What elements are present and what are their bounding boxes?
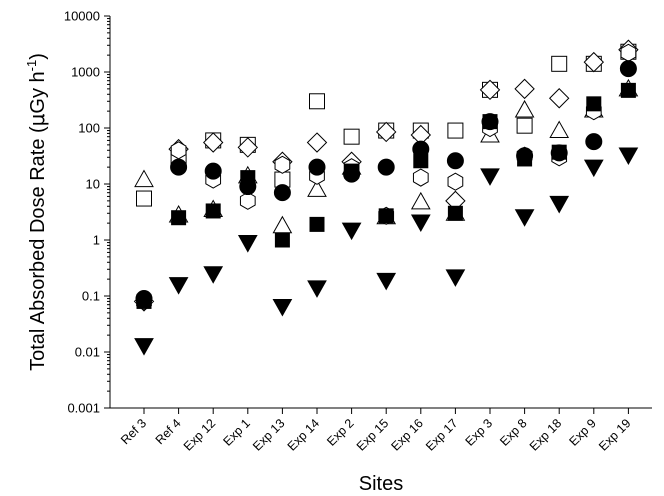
data-point-diamond-open: [375, 121, 397, 143]
y-tick-label: 0.1: [82, 289, 100, 304]
y-tick-label: 1: [93, 233, 100, 248]
data-point-triangle-down-filled: [583, 159, 604, 178]
y-tick-label: 0.01: [75, 345, 100, 360]
data-point-triangle-up-open: [307, 179, 327, 197]
x-tick-label: Ref 3: [118, 416, 149, 447]
data-point-triangle-down-filled: [376, 272, 397, 291]
x-tick-label: Exp 16: [388, 416, 425, 453]
data-point-square-open: [136, 190, 152, 207]
data-point-square-filled: [620, 82, 636, 98]
data-point-hexagon-open: [274, 155, 291, 174]
data-point-triangle-up-open: [410, 191, 431, 210]
data-point-triangle-down-filled: [480, 168, 500, 186]
data-point-diamond-open: [583, 51, 605, 73]
data-point-triangle-down-filled: [445, 269, 466, 287]
x-tick-label: Exp 3: [463, 416, 496, 449]
data-point-square-filled: [344, 163, 360, 179]
data-point-square-open: [516, 117, 533, 134]
data-point-circle-filled: [619, 60, 637, 78]
x-axis-title: Sites: [359, 473, 403, 495]
data-point-triangle-down-filled: [134, 338, 154, 356]
data-point-triangle-up-open: [272, 215, 293, 234]
data-point-square-filled: [413, 153, 429, 169]
data-point-square-filled: [309, 216, 325, 232]
data-point-square-filled: [447, 205, 463, 221]
x-tick-label: Exp 13: [250, 416, 287, 453]
x-tick-label: Exp 1: [220, 416, 253, 449]
x-tick-label: Exp 8: [497, 416, 530, 449]
data-point-square-filled: [171, 210, 187, 226]
data-point-triangle-up-open: [134, 169, 154, 188]
y-tick-label: 10: [86, 177, 100, 192]
data-point-circle-filled: [585, 133, 603, 151]
data-point-hexagon-open: [447, 172, 464, 191]
x-tick-label: Exp 19: [596, 416, 633, 453]
data-point-diamond-open: [202, 132, 224, 153]
data-point-triangle-up-open: [549, 120, 570, 139]
data-point-triangle-down-filled: [168, 277, 189, 295]
data-point-square-open: [309, 93, 325, 110]
y-axis-title-main: Total Absorbed Dose Rate (: [27, 126, 49, 371]
data-point-hexagon-open: [412, 168, 429, 187]
x-tick-label: Exp 15: [354, 416, 391, 453]
y-axis-title-close: ): [27, 53, 49, 60]
y-tick-label: 0.001: [67, 401, 100, 416]
data-point-diamond-open: [548, 88, 570, 109]
data-point-square-filled: [586, 96, 602, 112]
y-axis-title: Total Absorbed Dose Rate (μGy h-1): [24, 53, 49, 371]
x-tick-label: Ref 4: [153, 416, 184, 447]
data-point-square-filled: [274, 232, 290, 248]
data-point-square-open: [447, 122, 464, 139]
y-tick-label: 1000: [71, 65, 100, 80]
data-point-circle-filled: [273, 184, 291, 202]
data-point-triangle-up-open: [514, 99, 535, 118]
x-tick-label: Exp 14: [285, 416, 322, 453]
data-point-hexagon-open: [170, 141, 187, 160]
data-point-triangle-down-filled: [341, 222, 362, 241]
y-tick-label: 100: [78, 121, 100, 136]
data-point-square-filled: [205, 203, 221, 219]
data-point-triangle-down-filled: [549, 195, 570, 214]
y-axis-title-mu: μ: [25, 113, 49, 126]
data-point-square-filled: [378, 208, 394, 224]
data-points: [133, 39, 639, 356]
data-point-triangle-down-filled: [514, 209, 535, 227]
data-point-circle-filled: [446, 152, 464, 170]
y-axis-title-unit: Gy h: [27, 71, 49, 113]
data-point-diamond-open: [237, 137, 259, 158]
data-point-triangle-down-filled: [618, 147, 639, 165]
data-point-diamond-open: [306, 132, 328, 153]
y-tick-label: 10000: [64, 9, 100, 24]
data-point-square-open: [343, 128, 360, 145]
data-point-square-filled: [136, 293, 152, 309]
data-point-square-filled: [517, 151, 533, 167]
data-point-square-open: [551, 55, 568, 72]
y-axis-title-exponent: -1: [24, 60, 39, 72]
data-point-diamond-open: [514, 78, 535, 100]
data-point-triangle-down-filled: [410, 214, 431, 232]
data-point-diamond-open: [479, 79, 501, 101]
data-point-triangle-down-filled: [272, 298, 293, 317]
data-point-hexagon-open: [239, 191, 256, 210]
axes: [109, 16, 652, 409]
data-point-square-filled: [551, 144, 567, 160]
data-point-circle-filled: [204, 162, 222, 180]
data-point-triangle-down-filled: [237, 235, 258, 253]
data-point-square-filled: [240, 170, 256, 186]
x-tick-label: Exp 9: [566, 416, 599, 449]
data-point-circle-filled: [377, 158, 395, 176]
data-point-triangle-down-filled: [307, 280, 327, 298]
x-tick-label: Exp 2: [324, 416, 357, 449]
x-tick-label: Exp 18: [527, 416, 564, 453]
data-point-triangle-down-filled: [203, 266, 224, 284]
y-ticks: 0.001 0.01 0.1 1 10 100 1000 10000: [64, 9, 110, 416]
data-point-hexagon-open: [620, 43, 637, 62]
x-tick-label: Exp 12: [181, 416, 218, 453]
data-point-square-filled: [482, 114, 498, 130]
x-tick-label: Exp 17: [423, 416, 460, 453]
data-point-circle-filled: [170, 158, 188, 176]
data-point-circle-filled: [308, 158, 326, 176]
